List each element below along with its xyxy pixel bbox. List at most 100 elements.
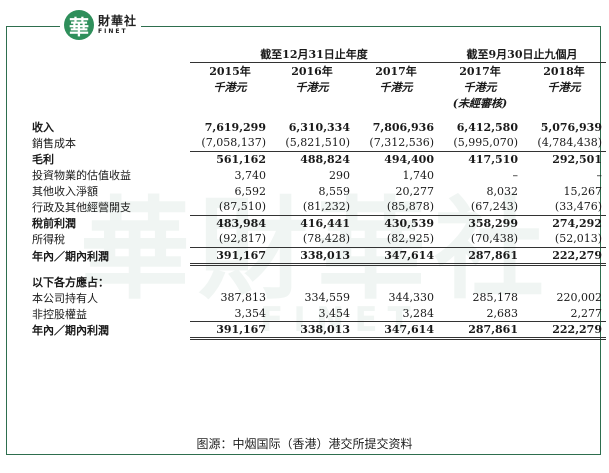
row-label: 稅前利潤 [32,217,76,230]
cell-value: 1,740 [402,168,435,182]
year-2015: 2015年 [209,65,251,78]
row-label: 非控股權益 [32,307,87,321]
cell-value: 6,592 [234,184,267,198]
cell-value: 358,299 [468,216,518,230]
cell-value: 274,292 [552,216,602,230]
table-row: 投資物業的估值收益 3,740 290 1,740 – – [32,167,606,183]
cell-value: 285,178 [472,291,519,305]
cell-value: 222,279 [522,321,606,341]
cell-value: 222,279 [522,247,606,266]
cell-value: 7,619,299 [204,120,266,134]
cell-value: 3,454 [270,305,354,323]
cell-value: 15,267 [563,184,603,198]
table-row: 稅前利潤 483,984 416,441 430,539 358,299 274,292 [32,215,606,231]
header-group-nine-month: 截至9月30日止九個月 [438,46,606,63]
row-label: 投資物業的估值收益 [32,169,131,182]
cell-value: 494,400 [384,152,434,166]
table-row: 年內／期內利潤 391,167 338,013 347,614 287,861 222,2… [32,247,606,266]
cell-value: 287,861 [438,247,522,266]
year-2017: 2017年 [375,65,417,78]
cell-value: 347,614 [354,247,438,266]
cell-value: (7,312,536) [354,135,438,152]
cell-value: 488,824 [300,152,350,166]
cell-value: 6,412,580 [456,120,518,134]
table-row: 年內／期內利潤 391,167 338,013 347,614 287,861 222,2… [32,321,606,341]
year-2016: 2016年 [291,65,333,78]
cell-value: 338,013 [270,321,354,341]
cell-value: – [596,168,603,182]
logo-en: FINET [98,28,128,35]
source-caption: 图源：中烟国际（香港）港交所提交资料 [196,437,413,451]
cell-value: 2,277 [522,305,606,323]
financial-table: 截至12月31日止年度 截至9月30日止九個月 2015年 2016年 2017… [32,46,606,341]
cell-value: – [512,168,519,182]
cell-value: 2,683 [438,305,522,323]
cell-value: 416,441 [300,216,350,230]
year-2017-9m: 2017年 [459,65,501,78]
cell-value: 561,162 [216,152,266,166]
cell-value: (82,925) [354,231,438,248]
cell-value: (52,013) [522,231,606,248]
cell-value: 430,539 [384,216,434,230]
table-row: 毛利 561,162 488,824 494,400 417,510 292,501 [32,151,606,167]
row-label: 本公司持有人 [32,291,98,305]
table-row: 所得稅 (92,817) (78,428) (82,925) (70,438) (52,0… [32,231,606,248]
cell-value [522,274,606,290]
unit: 千港元 [379,81,413,94]
table-row: 以下各方應占： [32,274,606,290]
cell-value: 391,167 [190,321,270,341]
logo-cn: 財華社 [98,14,138,28]
cell-value: (33,476) [522,199,606,216]
cell-value: 290 [329,168,350,182]
cell-value: (70,438) [438,231,522,248]
cell-value: 347,614 [354,321,438,341]
cell-value [190,274,270,290]
cell-value: 338,013 [270,247,354,266]
cell-value [270,274,354,290]
cell-value: 334,559 [304,291,351,305]
cell-value: 3,354 [190,305,270,323]
row-label: 以下各方應占： [32,275,109,289]
cell-value: 8,032 [486,184,519,198]
cell-value: 220,002 [556,291,603,305]
cell-value: 287,861 [438,321,522,341]
row-label: 年內／期內利潤 [32,249,109,263]
unit: 千港元 [463,81,497,94]
unit: 千港元 [547,81,581,94]
table-row: 行政及其他經營開支 (87,510) (81,232) (85,878) (67,243… [32,199,606,216]
table-row: 非控股權益 3,354 3,454 3,284 2,683 2,277 [32,305,606,323]
cell-value: (87,510) [190,199,270,216]
cell-value: 344,330 [388,291,435,305]
cell-value: (5,821,510) [270,135,354,152]
table-row: 其他收入淨額 6,592 8,559 20,277 8,032 15,267 [32,183,606,199]
cell-value: (7,058,137) [190,135,270,152]
cell-value [438,274,522,290]
cell-value: 387,813 [220,291,267,305]
cell-value: 3,284 [354,305,438,323]
cell-value [354,274,438,290]
cell-value: (4,784,438) [522,135,606,152]
row-label: 銷售成本 [32,137,76,150]
cell-value: 5,076,939 [540,120,602,134]
logo-mark: 華 [64,10,94,40]
row-label: 毛利 [32,153,54,166]
cell-value: 292,501 [552,152,602,166]
cell-value: 3,740 [234,168,267,182]
cell-value: (5,995,070) [438,135,522,152]
unit: 千港元 [213,81,247,94]
cell-value: (92,817) [190,231,270,248]
table-row: 本公司持有人 387,813 334,559 344,330 285,178 220,00… [32,290,606,306]
row-label: 行政及其他經營開支 [32,201,131,214]
row-label: 收入 [32,121,54,134]
cell-value: 20,277 [395,184,435,198]
year-2018-9m: 2018年 [543,65,585,78]
row-label: 所得稅 [32,233,65,246]
cell-value: 417,510 [468,152,518,166]
cell-value: 6,310,334 [288,120,350,134]
table-row: 收入 7,619,299 6,310,334 7,806,936 6,412,580 5,… [32,119,606,135]
cell-value: 391,167 [190,247,270,266]
cell-value: (78,428) [270,231,354,248]
cell-value: (85,878) [354,199,438,216]
finet-logo: 華 財華社 FINET [60,6,142,44]
cell-value: 8,559 [318,184,351,198]
